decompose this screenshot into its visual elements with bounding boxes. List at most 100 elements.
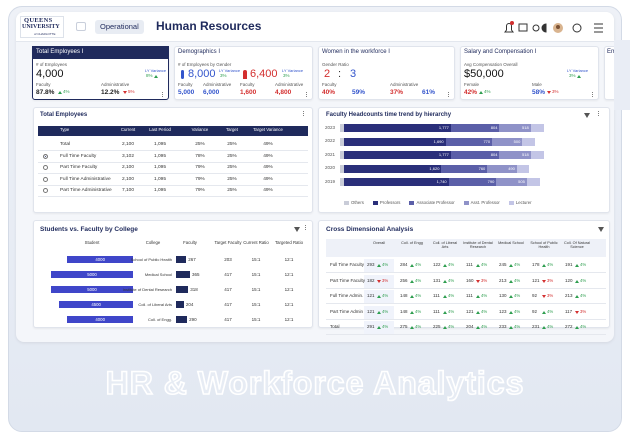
d: 4%	[580, 324, 587, 329]
bar-segment	[516, 164, 529, 173]
radio-button[interactable]	[43, 165, 48, 170]
columns: Student	[84, 240, 100, 245]
settings-icon[interactable]	[532, 24, 540, 32]
categories: 2019	[325, 178, 336, 184]
edge-mask	[614, 40, 630, 110]
faculty-bar	[176, 316, 188, 323]
v: 178	[532, 262, 540, 267]
v: 130	[499, 293, 507, 298]
columns: Target Variance	[253, 127, 283, 132]
v: 272	[565, 324, 573, 329]
change: 4%	[63, 89, 70, 94]
menu-dot	[306, 96, 308, 98]
rows: 1,095	[153, 176, 167, 182]
faculty: 318	[190, 286, 198, 292]
values: 500	[513, 138, 521, 144]
radio-button[interactable]	[43, 153, 48, 159]
title: Total Employees I	[36, 49, 84, 55]
bar-segment	[496, 178, 527, 186]
d: 4%	[448, 324, 455, 329]
change: 4%	[484, 89, 491, 94]
d: 4%	[580, 277, 587, 283]
d: 4%	[481, 308, 488, 314]
bar-segment	[343, 178, 449, 186]
change: 5%	[128, 89, 135, 94]
bar-segment	[441, 164, 488, 173]
college: Institute of Dental Research	[122, 286, 172, 292]
d: 4%	[448, 293, 455, 298]
v: 231	[532, 324, 540, 329]
bar-segment	[340, 124, 344, 132]
layout-icon[interactable]	[518, 23, 528, 32]
student-bar	[67, 256, 133, 263]
student: 5000	[87, 271, 97, 277]
name: Asst. Professor	[470, 200, 500, 205]
columns: Current	[120, 127, 136, 132]
rows: 1,095	[153, 165, 167, 170]
menu-dot	[305, 229, 307, 231]
d: 4%	[415, 324, 422, 329]
v: 123	[499, 308, 507, 314]
d: 4%	[448, 308, 455, 314]
arrow-up	[377, 326, 381, 329]
arrow-up	[476, 264, 480, 267]
v: 148	[400, 308, 408, 314]
columns: Last Period	[149, 127, 171, 132]
columns: Coll. Of Natural Science	[564, 241, 590, 250]
d: 4%	[415, 293, 422, 298]
bar-segment	[340, 151, 344, 159]
arrow-up	[443, 326, 447, 329]
separator: :	[338, 68, 342, 80]
columns: Overall	[372, 241, 386, 245]
notification-icon[interactable]	[504, 23, 514, 33]
columns: College	[145, 240, 161, 245]
radio-button[interactable]	[43, 188, 48, 193]
title: Em	[607, 49, 616, 55]
row-divider	[326, 272, 606, 273]
d: 4%	[514, 293, 521, 298]
bar-segment	[530, 151, 544, 159]
legend-item: Lecturer	[508, 200, 532, 206]
metric: Gender Ratio	[322, 62, 349, 67]
filter-icon	[294, 227, 300, 232]
columns: Target	[226, 127, 238, 132]
bar-segment	[499, 124, 531, 132]
bar-segment	[445, 137, 493, 146]
d: 4%	[382, 324, 389, 329]
label: Total	[330, 324, 340, 329]
menu-icon[interactable]	[594, 23, 603, 33]
banner-text: HR & Workforce Analytics	[106, 365, 525, 401]
ratio-right: 3	[350, 68, 357, 80]
bar-segment	[522, 137, 535, 146]
categories: 2021	[325, 151, 336, 157]
title: Demographics I	[178, 49, 221, 55]
bar-segment	[448, 178, 497, 186]
d: 4%	[415, 262, 422, 267]
title: Total Employees	[40, 112, 88, 118]
arrow-up	[542, 310, 546, 314]
columns: Type	[60, 127, 70, 132]
help-icon[interactable]	[572, 23, 582, 33]
arrow-up	[410, 295, 414, 298]
d: 4%	[514, 277, 521, 283]
tab[interactable]: Operational	[95, 20, 144, 34]
d: 4%	[547, 262, 554, 267]
bar-segment	[530, 124, 544, 132]
v: 121	[367, 308, 375, 314]
label: Faculty	[36, 82, 51, 87]
label: Administrative	[275, 82, 304, 87]
d: 3%	[547, 277, 554, 283]
rows: 25%	[227, 176, 237, 182]
arrow-down	[123, 91, 127, 94]
radio-button[interactable]	[43, 176, 48, 182]
value: $50,000	[464, 68, 504, 80]
bar-segment	[340, 137, 344, 146]
target-faculty: 203	[224, 256, 232, 262]
columns: Targeted Ratio	[275, 240, 303, 245]
theme-icon[interactable]	[541, 23, 547, 33]
arrow-up	[575, 295, 579, 298]
value: 37%	[390, 89, 404, 96]
value: 87.8%	[36, 89, 55, 96]
faculty-bar	[176, 256, 187, 263]
